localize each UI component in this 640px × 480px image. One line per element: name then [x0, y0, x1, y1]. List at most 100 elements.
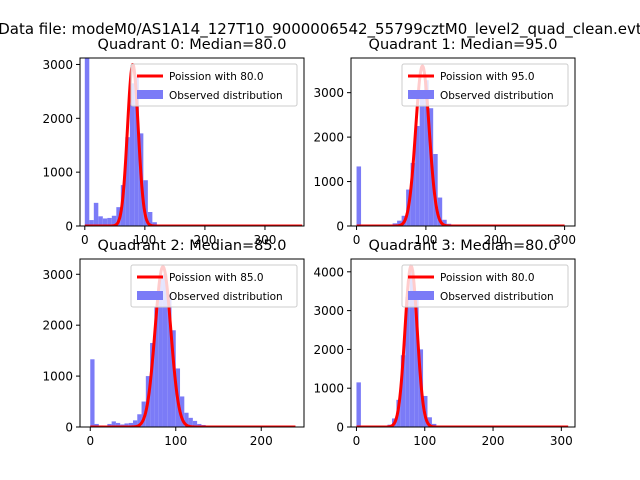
histogram-bar — [143, 180, 148, 226]
histogram-bar — [167, 294, 172, 427]
legend-histogram-label: Observed distribution — [169, 90, 283, 102]
x-tick-label: 200 — [482, 434, 505, 448]
x-tick-label: 0 — [353, 233, 361, 247]
axes-frame — [350, 57, 576, 227]
y-tick-label: 0 — [65, 220, 73, 234]
histogram-bar — [84, 58, 90, 226]
histogram-bar — [93, 202, 99, 226]
quadrant-2-title: Quadrant 2: Median=85.0 — [98, 238, 287, 254]
x-tick-label: 100 — [413, 434, 436, 448]
x-tick-label: 100 — [133, 233, 156, 247]
histogram-bar — [125, 137, 130, 226]
x-tick-label: 200 — [250, 434, 273, 448]
histogram-bar — [94, 423, 99, 427]
quadrant-1-plot-area — [355, 64, 566, 226]
histogram-bar — [180, 396, 185, 427]
y-tick-label: 2000 — [313, 343, 344, 357]
y-tick-label: 3000 — [42, 58, 73, 72]
histogram-bar — [134, 76, 139, 226]
histogram-bar — [102, 218, 108, 226]
x-tick-label: 300 — [553, 233, 576, 247]
histogram-bar — [405, 297, 410, 427]
histogram-bar — [128, 422, 134, 427]
legend-poisson-label: Poission with 85.0 — [169, 272, 264, 284]
histogram-bar — [419, 90, 425, 226]
legend-poisson-label: Poission with 80.0 — [169, 71, 264, 83]
quadrant-1-title: Quadrant 1: Median=95.0 — [369, 37, 558, 53]
legend-histogram-swatch — [137, 291, 163, 300]
histogram-bar — [192, 420, 198, 427]
quadrant-0-title: Quadrant 0: Median=80.0 — [98, 37, 287, 53]
legend-poisson-label: Poission with 80.0 — [440, 272, 535, 284]
x-tick-label: 0 — [353, 434, 361, 448]
histogram-bar — [111, 421, 116, 427]
y-tick-label: 2000 — [313, 131, 344, 145]
axes-frame — [79, 258, 305, 428]
y-tick-label: 0 — [336, 421, 344, 435]
y-tick-label: 2000 — [42, 319, 73, 333]
y-tick-label: 0 — [336, 220, 344, 234]
histogram-bar — [427, 417, 432, 427]
legend-poisson-label: Poission with 95.0 — [440, 71, 535, 83]
histogram-bar — [115, 422, 121, 427]
poisson-curve — [355, 264, 570, 427]
histogram-bar — [400, 355, 406, 427]
legend-histogram-swatch — [137, 90, 163, 99]
legend: Poission with 95.0 Observed distribution — [401, 63, 569, 107]
histogram-bar — [188, 417, 193, 427]
x-tick-label: 100 — [164, 434, 187, 448]
histogram-bar — [133, 420, 138, 427]
quadrant-0-plot-area — [83, 58, 304, 226]
x-tick-label: 0 — [86, 434, 94, 448]
quadrant-3-title: Quadrant 3: Median=80.0 — [369, 238, 558, 254]
axes-frame — [350, 258, 576, 428]
histogram-bar — [414, 295, 419, 427]
legend-histogram-swatch — [408, 291, 434, 300]
histogram-bar — [158, 276, 163, 427]
y-tick-label: 3000 — [42, 268, 73, 282]
histogram-bar — [415, 126, 420, 226]
y-tick-label: 3000 — [313, 86, 344, 100]
histogram-bar — [356, 382, 361, 427]
y-tick-label: 0 — [65, 421, 73, 435]
histogram-bar — [90, 359, 95, 427]
figure-suptitle: Data file: modeM0/AS1A14_127T10_90000065… — [0, 20, 640, 39]
histogram-bar — [150, 343, 155, 427]
histogram-bar — [437, 197, 443, 226]
legend: Poission with 80.0 Observed distribution — [130, 63, 298, 107]
x-tick-label: 300 — [254, 233, 277, 247]
histogram-bar — [409, 269, 415, 427]
histogram-bar — [98, 216, 103, 226]
histogram-bar — [124, 423, 129, 427]
x-tick-label: 300 — [550, 434, 573, 448]
histogram-bar — [356, 166, 362, 226]
histogram-bar — [107, 423, 112, 427]
y-tick-label: 1000 — [313, 382, 344, 396]
histogram-bar — [129, 83, 135, 226]
y-tick-label: 4000 — [313, 265, 344, 279]
histogram-bar — [442, 219, 447, 226]
histogram-bar — [89, 220, 94, 226]
poisson-curve — [83, 63, 304, 226]
axes-frame — [79, 57, 305, 227]
x-tick-label: 0 — [81, 233, 89, 247]
histogram-bar — [162, 274, 168, 427]
histogram-bar — [397, 220, 402, 226]
histogram-bar — [171, 330, 176, 427]
legend-histogram-label: Observed distribution — [169, 291, 283, 303]
histogram-bar — [107, 217, 112, 226]
y-tick-label: 1000 — [313, 175, 344, 189]
x-tick-label: 100 — [414, 233, 437, 247]
legend-histogram-swatch — [408, 90, 434, 99]
histogram-bar — [152, 222, 157, 226]
histogram-bar — [147, 212, 153, 226]
histogram-bar — [197, 423, 202, 427]
histogram-bar — [111, 215, 117, 226]
histogram-bar — [184, 412, 189, 427]
histogram-bar — [424, 80, 429, 226]
y-tick-label: 3000 — [313, 304, 344, 318]
